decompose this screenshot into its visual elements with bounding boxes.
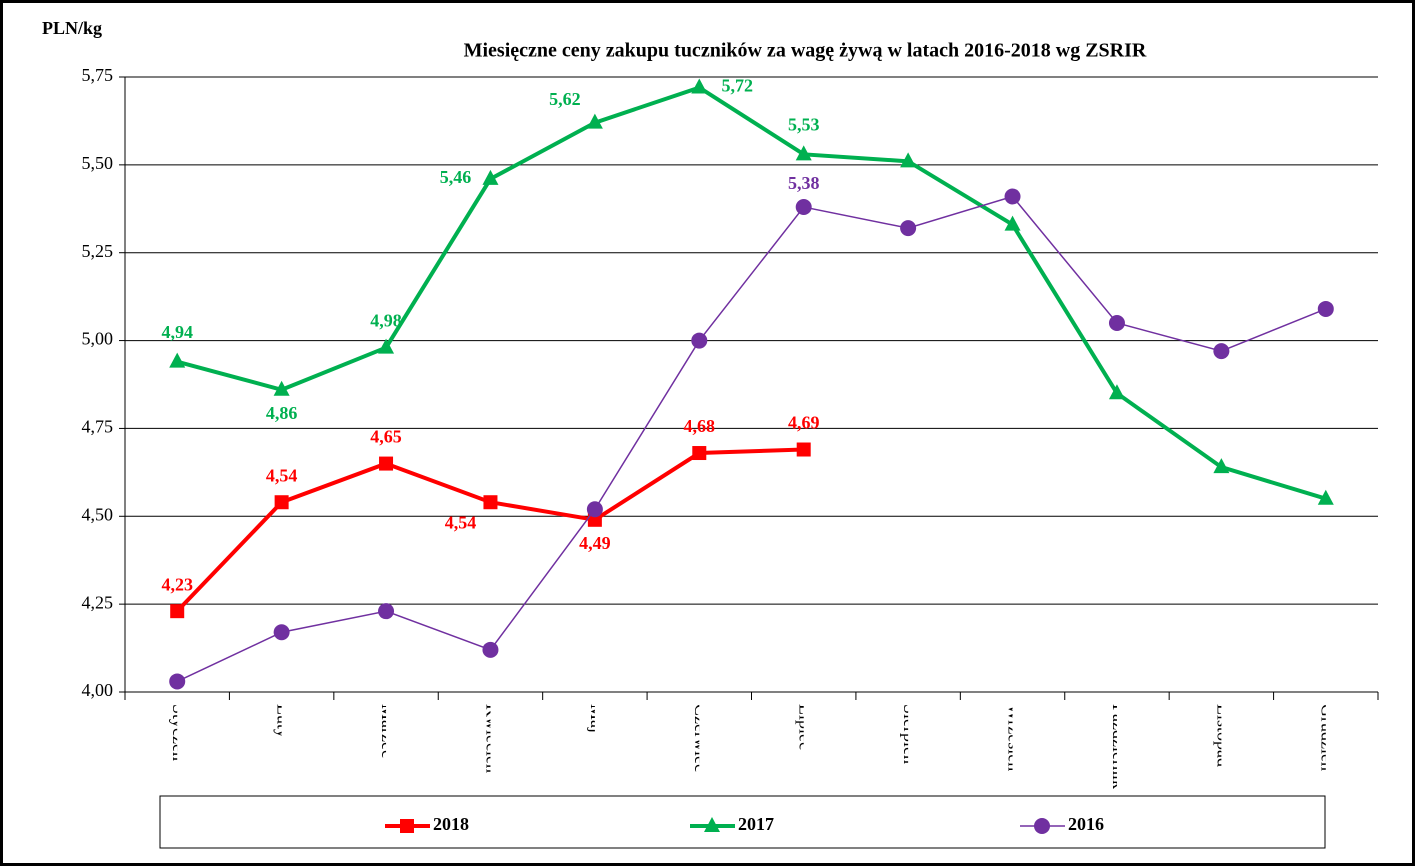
point [796,442,811,457]
y-tick-label: 4,00 [82,680,114,700]
data-label: 4,86 [266,403,298,423]
y-tick-label: 4,50 [82,504,114,524]
legend-marker [1034,818,1050,834]
point [170,604,185,619]
x-tick-label: Marzec [378,704,398,758]
point [378,338,395,354]
point [586,501,603,518]
data-label: 5,53 [788,114,820,134]
x-tick-label: Październik [1109,704,1129,789]
point [691,78,708,94]
x-tick-label: Listopad [1213,704,1233,767]
data-label: 5,38 [788,173,820,193]
point [482,169,499,185]
point [691,332,708,349]
y-axis-label: PLN/kg [42,18,102,38]
point [1108,384,1125,400]
y-tick-label: 4,75 [82,417,114,437]
y-tick-label: 5,75 [82,65,114,85]
point [795,199,812,216]
point [1004,188,1021,205]
point [1213,343,1230,360]
data-label: 4,94 [161,322,193,342]
legend-marker [400,819,414,833]
data-label: 4,68 [684,416,716,436]
x-tick-label: Czerwiec [691,704,711,772]
point [795,145,812,161]
data-label: 5,62 [549,89,581,109]
legend-marker [704,817,720,832]
legend-label: 2016 [1068,814,1104,834]
point [1108,315,1125,331]
point [586,113,603,129]
point [379,456,394,471]
x-tick-label: Sierpień [900,704,920,764]
data-label: 4,65 [370,427,402,447]
legend-label: 2018 [433,814,469,834]
legend-label: 2017 [738,814,774,834]
y-tick-label: 5,25 [82,241,114,261]
point [1004,215,1021,231]
legend-box [159,795,1326,849]
point [274,495,289,510]
x-tick-label: Styczeń [169,704,189,761]
y-tick-label: 4,25 [82,592,114,612]
data-label: 4,54 [445,512,477,532]
x-tick-label: Luty [274,704,294,738]
point [900,220,917,237]
point [1317,300,1334,317]
x-tick-label: Grudzień [1318,704,1338,771]
y-tick-label: 5,00 [82,329,114,349]
point [273,380,290,396]
point [169,352,186,368]
data-label: 5,72 [722,76,754,96]
point [692,446,707,461]
chart-title: Miesięczne ceny zakupu tuczników za wagę… [464,40,1147,62]
x-tick-label: Maj [587,704,607,733]
data-label: 4,23 [161,574,193,594]
point [273,624,290,641]
data-label: 4,54 [266,465,298,485]
point [1317,489,1334,505]
point [169,673,186,690]
point [483,495,498,510]
data-label: 4,98 [370,311,402,331]
data-label: 4,69 [788,413,820,433]
x-tick-label: Kwiecień [482,704,502,773]
data-label: 4,49 [579,533,611,553]
point [900,152,917,168]
point [1213,458,1230,474]
data-label: 5,46 [440,167,472,187]
x-tick-label: Lipiec [796,704,816,750]
y-tick-label: 5,50 [82,153,114,173]
series-line [176,195,1327,683]
point [378,603,395,620]
point [482,641,499,658]
x-tick-label: Wrzesień [1004,704,1024,771]
series-line [176,85,1327,501]
